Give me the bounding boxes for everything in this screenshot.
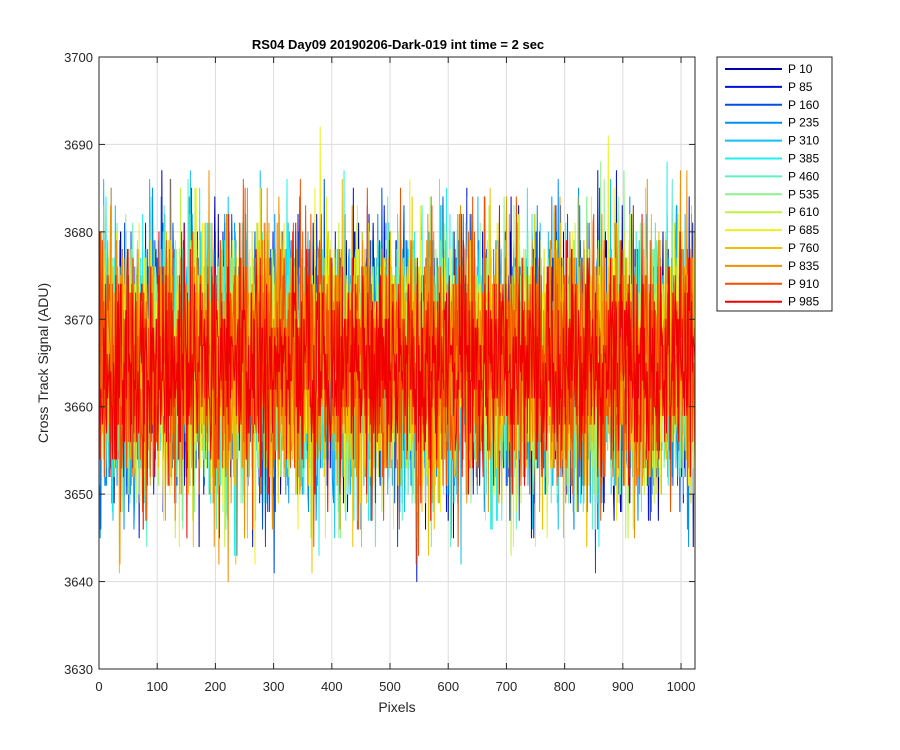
legend-label: P 685 xyxy=(788,223,819,237)
x-tick-label: 300 xyxy=(263,679,285,694)
y-axis-title: Cross Track Signal (ADU) xyxy=(35,283,51,443)
series-line-p-985 xyxy=(99,205,696,539)
legend-label: P 310 xyxy=(788,134,819,148)
y-tick-label: 3660 xyxy=(64,400,93,415)
y-tick-label: 3650 xyxy=(64,487,93,502)
axes-box xyxy=(98,56,696,670)
x-axis-title: Pixels xyxy=(378,699,415,715)
legend-label: P 985 xyxy=(788,295,819,309)
legend-box xyxy=(716,56,833,312)
legend-label: P 460 xyxy=(788,169,819,183)
x-tick-label: 900 xyxy=(612,679,634,694)
y-tick-label: 3690 xyxy=(64,137,93,152)
y-tick-label: 3640 xyxy=(64,575,93,590)
x-tick-label: 800 xyxy=(554,679,576,694)
x-tick-label: 600 xyxy=(437,679,459,694)
legend-label: P 235 xyxy=(788,116,819,130)
legend-label: P 610 xyxy=(788,205,819,219)
legend-label: P 160 xyxy=(788,98,819,112)
chart-title: RS04 Day09 20190206-Dark-019 int time = … xyxy=(252,37,544,52)
y-tick-label: 3680 xyxy=(64,225,93,240)
y-tick-label: 3670 xyxy=(64,312,93,327)
legend-label: P 910 xyxy=(788,277,819,291)
y-tick-label: 3630 xyxy=(64,662,93,677)
x-tick-label: 0 xyxy=(95,679,102,694)
y-axis: 3630 3640 3650 3660 3670 3680 3690 3700 xyxy=(64,50,695,677)
legend: P 10 P 85 P 160 P 235 P 310 P 385 P 460 P 535 P … xyxy=(716,56,833,312)
legend-label: P 85 xyxy=(788,80,813,94)
legend-label: P 760 xyxy=(788,241,819,255)
x-tick-label: 1000 xyxy=(667,679,696,694)
legend-label: P 385 xyxy=(788,152,819,166)
x-tick-label: 100 xyxy=(146,679,168,694)
x-axis: 0 100 200 300 400 500 600 700 800 900 1000 xyxy=(95,57,695,694)
y-tick-label: 3700 xyxy=(64,50,93,65)
series-group xyxy=(99,126,696,583)
legend-label: P 10 xyxy=(788,62,813,76)
legend-label: P 535 xyxy=(788,187,819,201)
legend-label: P 835 xyxy=(788,259,819,273)
x-tick-label: 200 xyxy=(205,679,227,694)
x-tick-label: 500 xyxy=(379,679,401,694)
x-tick-label: 700 xyxy=(496,679,518,694)
x-tick-label: 400 xyxy=(321,679,343,694)
